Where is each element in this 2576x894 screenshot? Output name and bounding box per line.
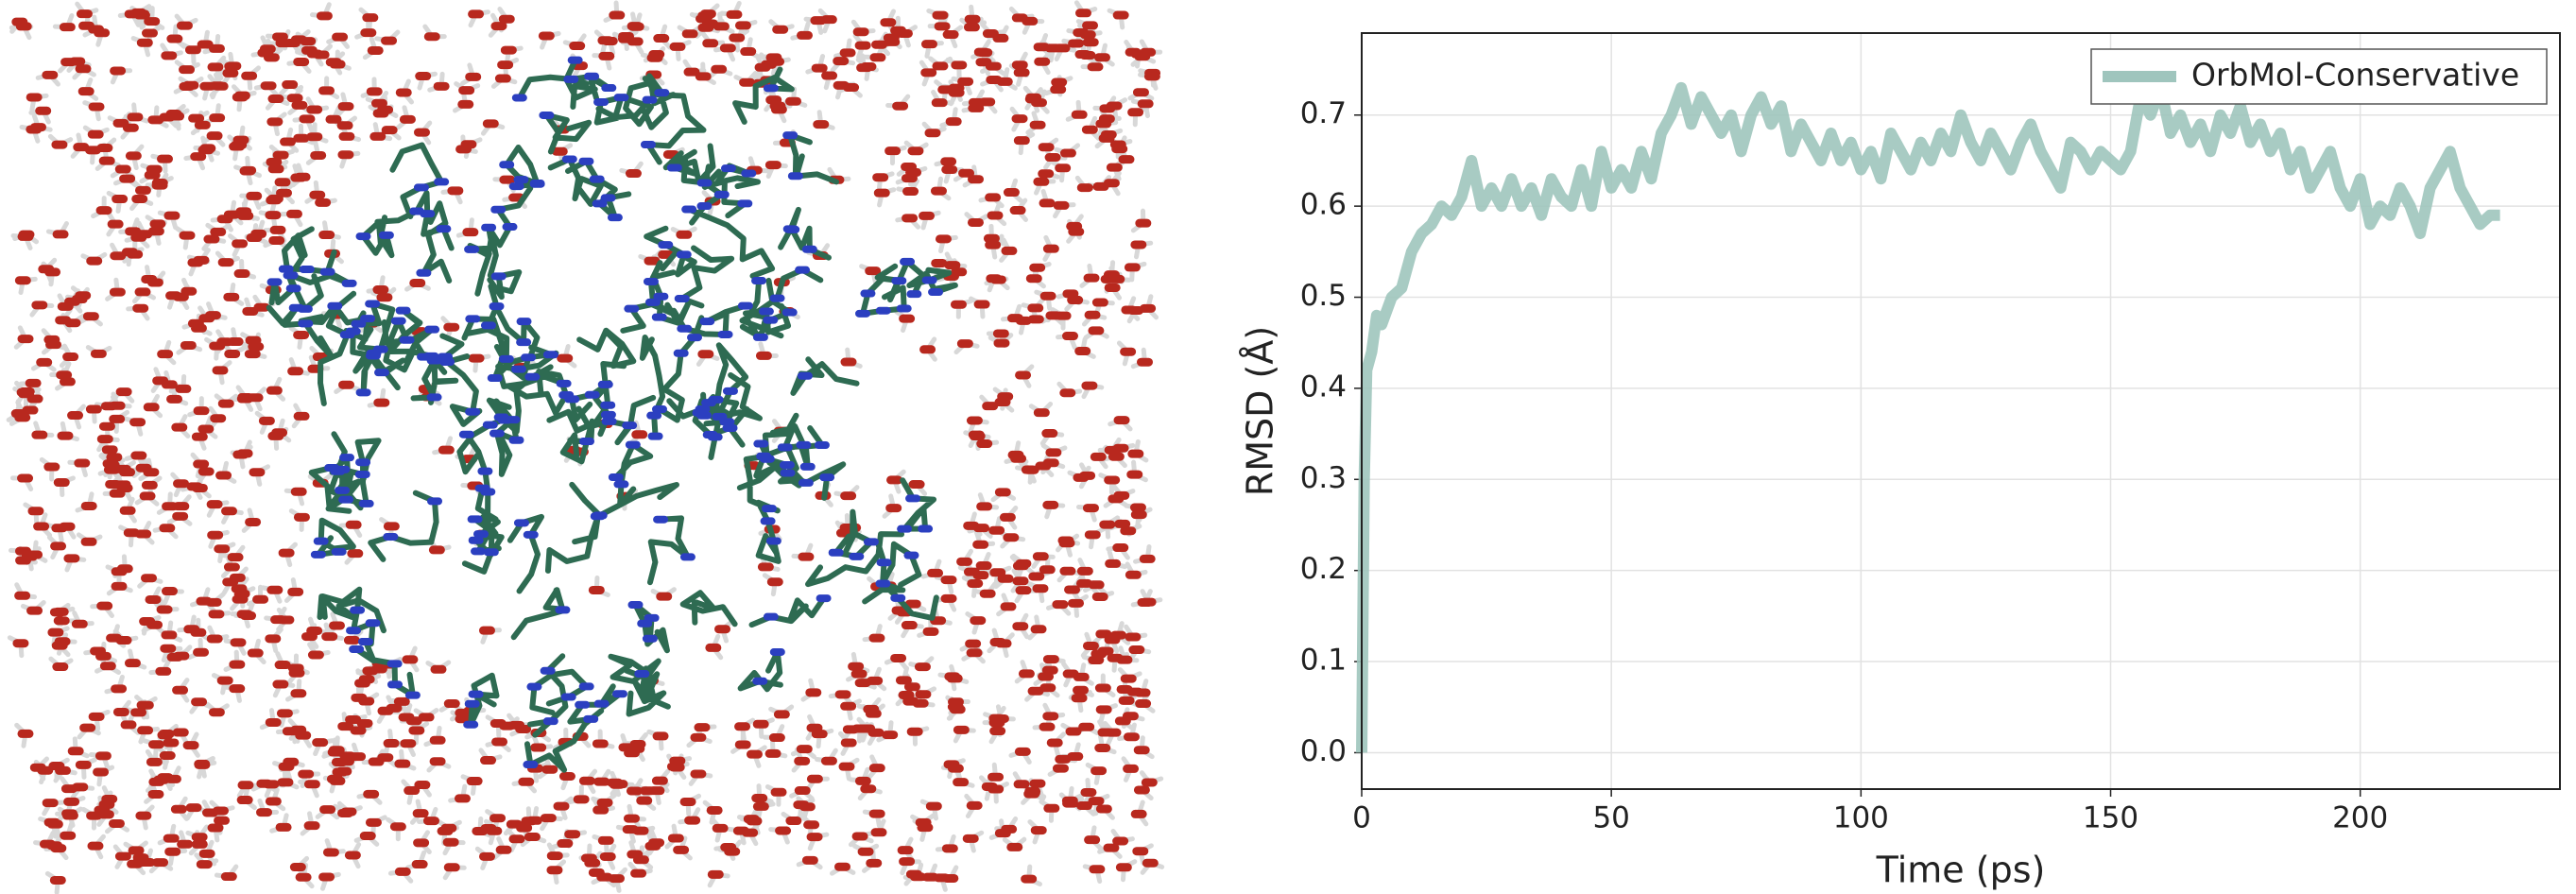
chart: 0.0 0.1 0.2 0.3 0.4 0.5 0.6 0.7 0 50 100 150 200 Time… [1240, 32, 2561, 891]
protein-nitrogens [266, 56, 944, 769]
water-oxygens [10, 8, 1161, 885]
x-tick-label: 150 [2083, 801, 2138, 835]
x-tick-label: 0 [1352, 801, 1371, 835]
plot-area [1362, 33, 2560, 789]
plot-frame [1361, 32, 2561, 790]
protein-backbone [266, 57, 958, 773]
y-tick-label: 0.7 [1300, 96, 1347, 130]
x-tick-label: 50 [1592, 801, 1629, 835]
y-tick-label: 0.4 [1300, 370, 1347, 404]
legend-label: OrbMol-Conservative [2191, 57, 2519, 94]
y-axis-label: RMSD (Å) [1240, 326, 1281, 496]
y-tick-label: 0.2 [1300, 552, 1347, 586]
y-tick-label: 0.6 [1300, 188, 1347, 222]
y-tick-label: 0.5 [1300, 279, 1347, 313]
y-tick-label: 0.1 [1300, 644, 1347, 678]
molecule-render [6, 0, 1165, 894]
x-tick-label: 100 [1833, 801, 1889, 835]
x-axis-label: Time (ps) [1876, 850, 2046, 891]
y-tick-label: 0.0 [1300, 734, 1347, 768]
line-series [1356, 81, 2500, 753]
y-tick-label: 0.3 [1300, 461, 1347, 495]
x-tick-label: 200 [2332, 801, 2388, 835]
